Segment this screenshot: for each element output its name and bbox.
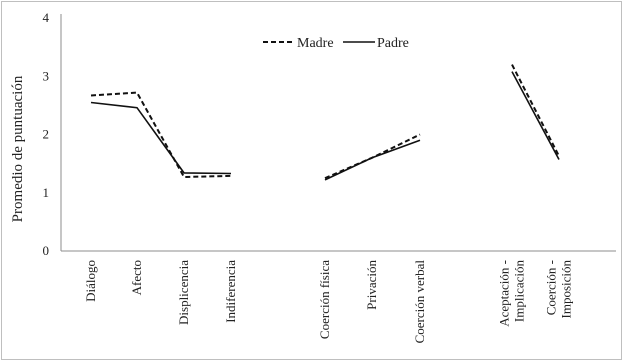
x-tick-label: Privación	[364, 260, 379, 310]
x-tick-label: Displicencia	[176, 260, 191, 325]
legend-label-padre: Padre	[377, 36, 409, 51]
legend-label-madre: Madre	[297, 36, 334, 51]
x-tick-label: Coerción -	[544, 260, 559, 315]
y-tick-label: 4	[43, 10, 50, 25]
x-tick-label: Afecto	[129, 260, 144, 295]
chart-frame: 0 1 2 3 4 Diálogo Afecto Displicencia Indiferen…	[1, 1, 622, 360]
series-line-madre	[512, 65, 559, 157]
x-tick-label: Imposición	[559, 260, 574, 319]
y-tick-label: 2	[43, 127, 50, 142]
x-tick-labels: Diálogo Afecto Displicencia Indiferencia Coe…	[83, 260, 574, 344]
y-tick-labels: 0 1 2 3 4	[43, 10, 50, 258]
x-tick-label: Coerción verbal	[412, 260, 427, 344]
x-tick-label: Indiferencia	[223, 260, 238, 323]
chart-axes	[61, 14, 616, 251]
series-line-padre	[91, 103, 231, 174]
y-tick-label: 0	[43, 243, 50, 258]
x-tick-label: Diálogo	[83, 260, 98, 302]
y-tick-label: 1	[43, 185, 50, 200]
x-tick-label: Coerción física	[317, 260, 332, 339]
legend: Madre Padre	[263, 36, 409, 51]
series-line-padre	[325, 140, 420, 180]
series-lines	[91, 65, 559, 181]
x-tick-label: Implicación	[512, 260, 527, 323]
y-axis-label: Promedio de puntuación	[10, 75, 26, 222]
series-line-madre	[325, 135, 420, 179]
y-tick-label: 3	[43, 68, 50, 83]
line-chart: 0 1 2 3 4 Diálogo Afecto Displicencia Indiferen…	[2, 2, 621, 359]
x-tick-label: Aceptación -	[497, 260, 512, 327]
series-line-padre	[512, 72, 559, 160]
